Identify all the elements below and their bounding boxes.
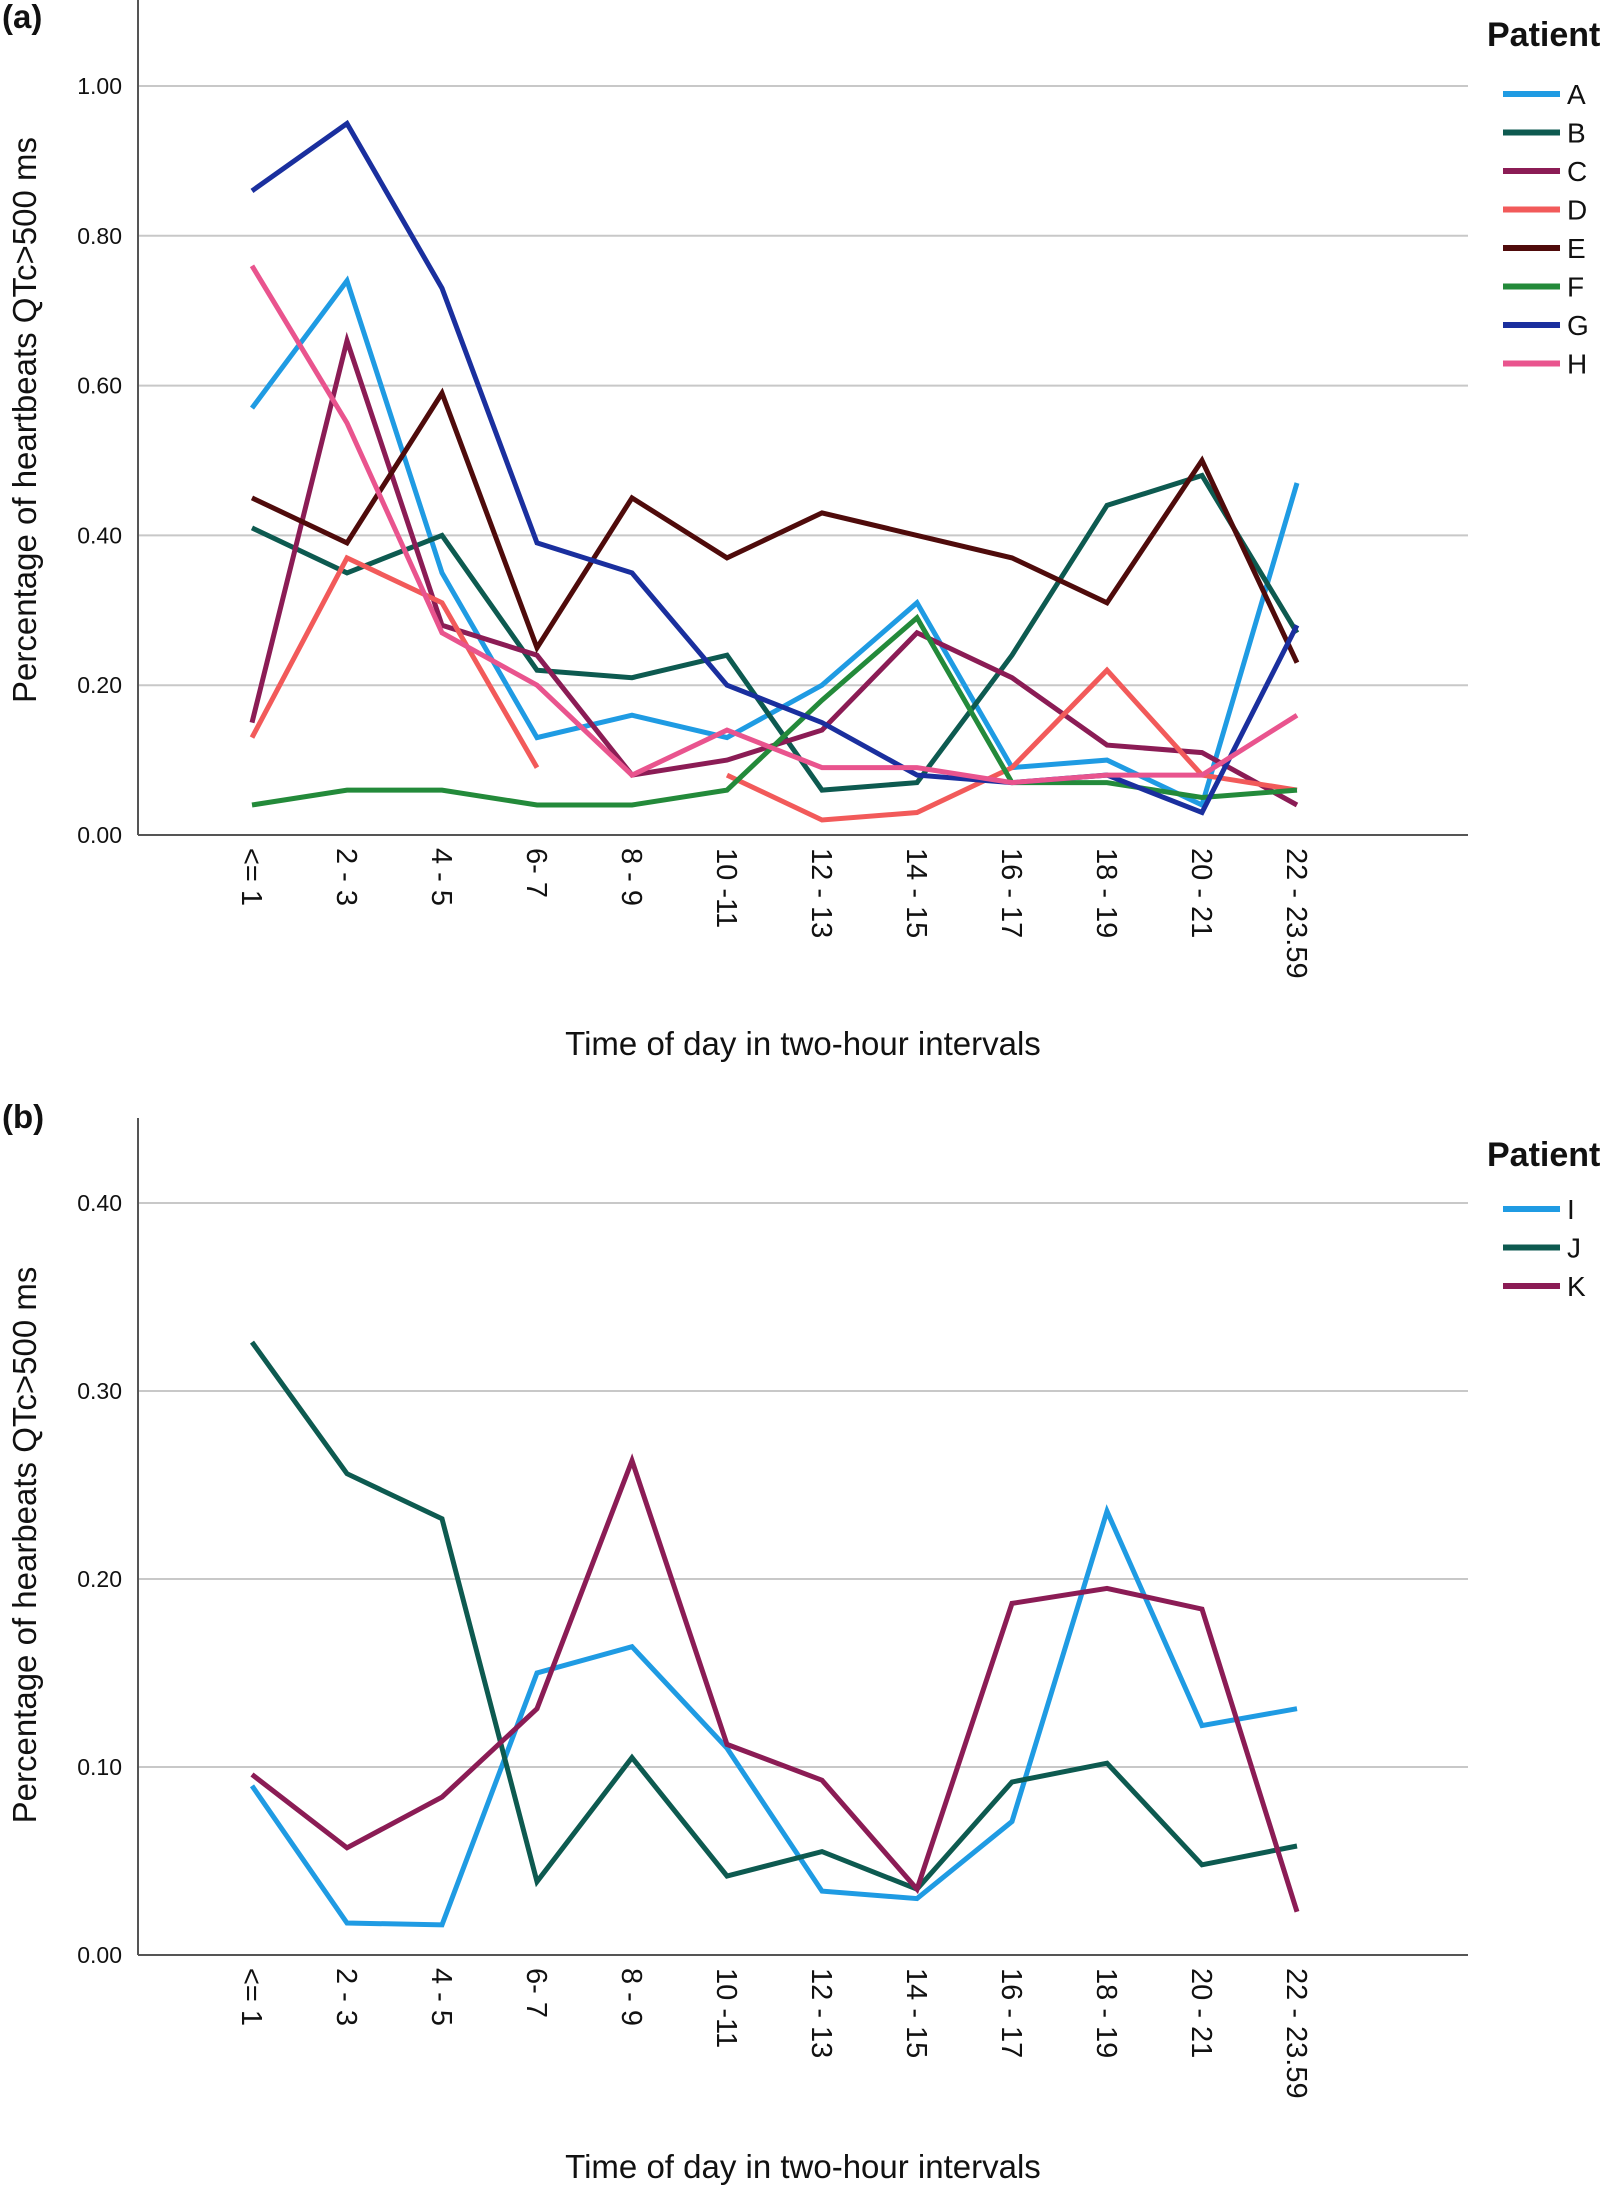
chart-panel-a: (a) 0.00 0.20 0.40 0.60 0.80 1.00 <= 1 2 - 3 4 … — [2, 0, 1600, 1062]
legend-label-d: D — [1567, 195, 1587, 226]
series-line-a — [249, 275, 1300, 809]
x-tick-label: 2 - 3 — [330, 1968, 362, 2026]
y-tick-label: 0.80 — [77, 223, 122, 249]
series-group-a — [249, 119, 1300, 823]
x-axis-title-b: Time of day in two-hour intervals — [565, 2148, 1041, 2185]
y-axis-title-a: Percentage of heartbeats QTc>500 ms — [6, 137, 43, 703]
y-tick-label: 0.00 — [77, 1942, 122, 1968]
x-tick-label: 4 - 5 — [425, 848, 457, 906]
x-tick-label: 14 - 15 — [900, 1968, 932, 2058]
x-tick-label: 22 - 23.59 — [1280, 1968, 1312, 2099]
series-line-b — [250, 472, 1300, 793]
y-axis-title-b: Percentage of hearbeats QTc>500 ms — [6, 1267, 43, 1824]
legend-label-i: I — [1567, 1194, 1575, 1225]
legend-label-a: A — [1567, 79, 1586, 110]
series-line-e — [250, 387, 1300, 664]
y-ticks-a: 0.00 0.20 0.40 0.60 0.80 1.00 — [77, 73, 122, 848]
legend-b: IJK — [1503, 1194, 1586, 1302]
x-tick-label: 12 - 13 — [805, 1968, 837, 2058]
legend-label-c: C — [1567, 156, 1587, 187]
y-ticks-b: 0.00 0.10 0.20 0.30 0.40 — [77, 1190, 122, 1968]
x-ticks-a: <= 1 2 - 3 4 - 5 6- 7 8 - 9 10 -11 12 - 13 14 -… — [235, 848, 1312, 979]
series-line-f — [251, 613, 1298, 808]
x-tick-label: 20 - 21 — [1185, 1968, 1217, 2058]
legend-label-b: B — [1567, 118, 1586, 149]
y-tick-label: 1.00 — [77, 73, 122, 99]
legend-label-h: H — [1567, 349, 1587, 380]
x-ticks-b: <= 1 2 - 3 4 - 5 6- 7 8 - 9 10 -11 12 - 13 14 -… — [235, 1968, 1312, 2099]
x-tick-label: 8 - 9 — [615, 848, 647, 906]
legend-label-j: J — [1567, 1233, 1581, 1264]
legend-title-a: Patient — [1487, 16, 1600, 54]
x-tick-label: 4 - 5 — [425, 1968, 457, 2026]
y-tick-label: 0.20 — [77, 1566, 122, 1592]
x-tick-label: 16 - 17 — [995, 1968, 1027, 2058]
y-tick-label: 0.30 — [77, 1378, 122, 1404]
y-tick-label: 0.10 — [77, 1754, 122, 1780]
x-tick-label: 16 - 17 — [995, 848, 1027, 938]
y-tick-label: 0.40 — [77, 522, 122, 548]
series-line-j — [249, 1340, 1298, 1893]
x-tick-label: 10 -11 — [710, 1968, 742, 2048]
legend-label-f: F — [1567, 272, 1584, 303]
x-tick-label: 20 - 21 — [1185, 848, 1217, 938]
grid-b — [138, 1202, 1468, 1768]
x-tick-label: 6- 7 — [520, 1968, 552, 2018]
y-tick-label: 0.00 — [77, 822, 122, 848]
x-tick-label: 2 - 3 — [330, 848, 362, 906]
y-tick-label: 0.60 — [77, 373, 122, 399]
panel-label-b: (b) — [2, 1098, 44, 1135]
legend-label-k: K — [1567, 1271, 1586, 1302]
y-tick-label: 0.40 — [77, 1190, 122, 1216]
x-tick-label: 18 - 19 — [1090, 848, 1122, 938]
x-tick-label: 10 -11 — [710, 848, 742, 928]
legend-label-e: E — [1567, 233, 1586, 264]
series-line-c — [249, 331, 1299, 808]
x-tick-label: 22 - 23.59 — [1280, 848, 1312, 979]
x-tick-label: 18 - 19 — [1090, 1968, 1122, 2058]
legend-label-g: G — [1567, 310, 1589, 341]
chart-panel-b: (b) 0.00 0.10 0.20 0.30 0.40 <= 1 2 - 3 4 - 5 6… — [2, 1098, 1600, 2185]
x-tick-label: 6- 7 — [520, 848, 552, 898]
x-tick-label: <= 1 — [235, 848, 267, 906]
x-tick-label: 14 - 15 — [900, 848, 932, 938]
series-group-b — [249, 1340, 1300, 1928]
y-tick-label: 0.20 — [77, 672, 122, 698]
series-line-d — [249, 554, 540, 769]
series-line-g — [250, 119, 1300, 816]
legend-title-b: Patient — [1487, 1136, 1600, 1174]
x-tick-label: 8 - 9 — [615, 1968, 647, 2026]
x-axis-title-a: Time of day in two-hour intervals — [565, 1025, 1041, 1062]
x-tick-label: 12 - 13 — [805, 848, 837, 938]
x-tick-label: <= 1 — [235, 1968, 267, 2026]
series-line-i — [249, 1504, 1298, 1928]
series-line-h — [249, 264, 1299, 786]
series-line-k — [250, 1453, 1300, 1913]
panel-label-a: (a) — [2, 0, 42, 35]
